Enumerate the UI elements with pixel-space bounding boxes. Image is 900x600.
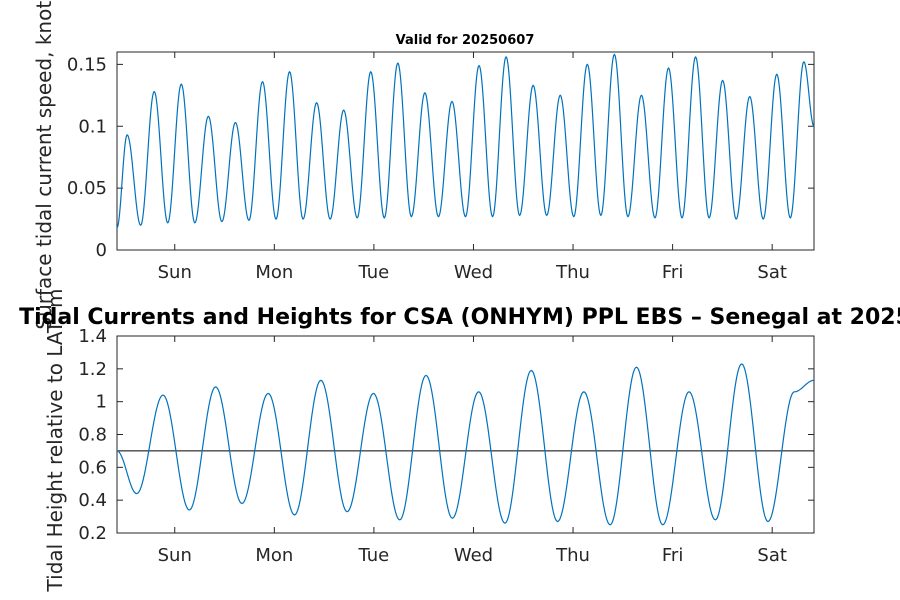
top-y-tick-label: 0.15 xyxy=(67,54,107,75)
top-plot-area: 0 0.05 0.1 0.15 Sun Mon Tue Wed Thu Fri Sat xyxy=(67,51,815,283)
top-y-tick-label: 0.1 xyxy=(78,116,107,137)
top-y-tick-label: 0.05 xyxy=(67,178,107,199)
top-x-tick-label: Wed xyxy=(454,262,493,283)
top-y-axis: 0 0.05 0.1 0.15 xyxy=(67,54,814,261)
top-chart-title: Valid for 20250607 xyxy=(396,33,535,48)
bottom-x-tick-label: Wed xyxy=(454,545,493,566)
top-x-tick-label: Tue xyxy=(358,262,390,283)
bottom-y-tick-label: 0.2 xyxy=(78,523,107,544)
bottom-y-tick-label: 0.6 xyxy=(78,457,107,478)
bottom-x-tick-label: Sun xyxy=(158,545,192,566)
bottom-axes-box xyxy=(116,335,815,534)
bottom-ylabel: Tidal Height relative to LAT, m xyxy=(43,289,67,593)
top-x-tick-label: Sun xyxy=(158,262,192,283)
top-x-tick-label: Mon xyxy=(255,262,293,283)
bottom-x-tick-label: Thu xyxy=(555,545,590,566)
top-x-tick-label: Fri xyxy=(662,262,683,283)
top-x-tick-label: Thu xyxy=(555,262,590,283)
top-x-axis: Sun Mon Tue Wed Thu Fri Sat xyxy=(158,52,787,283)
bottom-y-tick-label: 1 xyxy=(96,392,107,413)
bottom-y-axis: 0.2 0.4 0.6 0.8 1 1.2 1.4 xyxy=(78,326,814,544)
bottom-x-tick-label: Fri xyxy=(662,545,683,566)
bottom-x-axis: Sun Mon Tue Wed Thu Fri Sat xyxy=(158,336,787,566)
bottom-y-tick-label: 0.4 xyxy=(78,490,107,511)
main-chart-title: Tidal Currents and Heights for CSA (ONHY… xyxy=(19,305,900,330)
bottom-y-tick-label: 1.4 xyxy=(78,326,107,347)
bottom-plot-area: 0.2 0.4 0.6 0.8 1 1.2 1.4 Sun Mon Tue Wed Thu Fri Sa… xyxy=(78,326,815,566)
top-y-tick-label: 0 xyxy=(96,240,107,261)
top-x-tick-label: Sat xyxy=(757,262,787,283)
current-speed-line xyxy=(116,53,815,229)
bottom-x-tick-label: Mon xyxy=(255,545,293,566)
top-ylabel: Surface tidal current speed, knots xyxy=(32,0,56,330)
bottom-y-tick-label: 0.8 xyxy=(78,425,107,446)
bottom-y-tick-label: 1.2 xyxy=(78,359,107,380)
bottom-x-tick-label: Sat xyxy=(757,545,787,566)
bottom-x-tick-label: Tue xyxy=(358,545,390,566)
tidal-height-line xyxy=(116,363,815,526)
